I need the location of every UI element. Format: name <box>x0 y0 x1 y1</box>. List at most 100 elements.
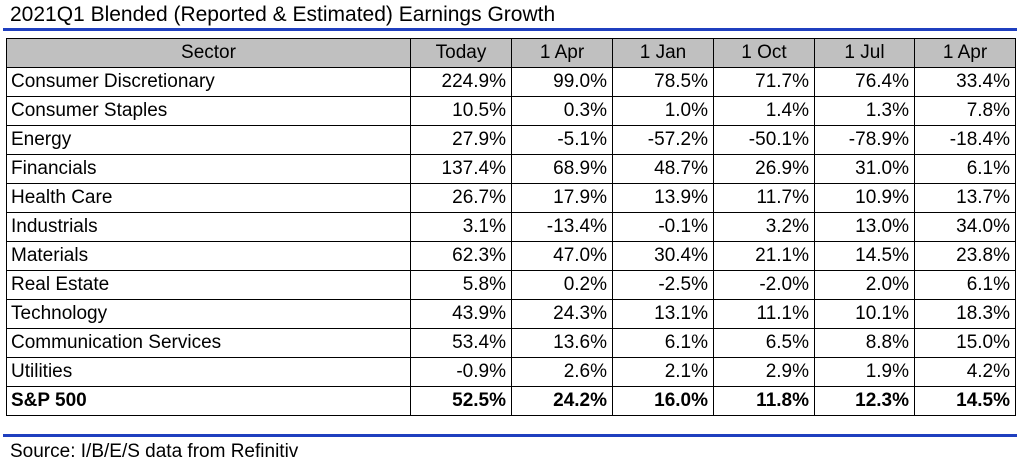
value-cell: 10.5% <box>410 96 512 126</box>
column-header-1-jan: 1 Jan <box>612 38 714 68</box>
value-cell: -50.1% <box>713 125 815 155</box>
value-cell: 43.9% <box>410 299 512 329</box>
title-underline-rule <box>3 28 1017 31</box>
column-header-1-apr-prior: 1 Apr <box>914 38 1016 68</box>
column-header-1-apr: 1 Apr <box>511 38 613 68</box>
value-cell: 24.2% <box>511 386 613 416</box>
table-row: Communication Services 53.4% 13.6% 6.1% 6.5%… <box>6 328 1016 358</box>
table-row-total: S&P 500 52.5% 24.2% 16.0% 11.8% 12.3% 14… <box>6 386 1016 416</box>
value-cell: -13.4% <box>511 212 613 242</box>
sector-cell: Real Estate <box>6 270 411 300</box>
column-header-1-jul: 1 Jul <box>814 38 915 68</box>
value-cell: -5.1% <box>511 125 613 155</box>
table-row: Energy 27.9% -5.1% -57.2% -50.1% -78.9% -18.4% <box>6 125 1016 155</box>
sector-cell: S&P 500 <box>6 386 411 416</box>
value-cell: 76.4% <box>814 67 915 97</box>
value-cell: 68.9% <box>511 154 613 184</box>
column-header-today: Today <box>410 38 512 68</box>
sector-cell: Industrials <box>6 212 411 242</box>
value-cell: 99.0% <box>511 67 613 97</box>
table-row: Health Care 26.7% 17.9% 13.9% 11.7% 10.9% 13.7… <box>6 183 1016 213</box>
value-cell: 13.6% <box>511 328 613 358</box>
table-row: Utilities -0.9% 2.6% 2.1% 2.9% 1.9% 4.2% <box>6 357 1016 387</box>
sector-cell: Materials <box>6 241 411 271</box>
value-cell: 0.2% <box>511 270 613 300</box>
value-cell: 17.9% <box>511 183 613 213</box>
value-cell: 11.7% <box>713 183 815 213</box>
column-header-sector: Sector <box>6 38 411 68</box>
value-cell: 18.3% <box>914 299 1016 329</box>
footer-rule <box>3 434 1017 437</box>
value-cell: 2.6% <box>511 357 613 387</box>
value-cell: 62.3% <box>410 241 512 271</box>
value-cell: 6.1% <box>914 154 1016 184</box>
column-header-1-oct: 1 Oct <box>713 38 815 68</box>
value-cell: 12.3% <box>814 386 915 416</box>
value-cell: 48.7% <box>612 154 714 184</box>
value-cell: 13.0% <box>814 212 915 242</box>
table-header-row: Sector Today 1 Apr 1 Jan 1 Oct 1 Jul 1 A… <box>6 38 1016 68</box>
value-cell: 26.9% <box>713 154 815 184</box>
value-cell: 78.5% <box>612 67 714 97</box>
table-row: Real Estate 5.8% 0.2% -2.5% -2.0% 2.0% 6.1% <box>6 270 1016 300</box>
value-cell: 0.3% <box>511 96 613 126</box>
sector-cell: Health Care <box>6 183 411 213</box>
value-cell: 30.4% <box>612 241 714 271</box>
value-cell: 6.1% <box>914 270 1016 300</box>
value-cell: 13.1% <box>612 299 714 329</box>
value-cell: 3.2% <box>713 212 815 242</box>
value-cell: -78.9% <box>814 125 915 155</box>
value-cell: 13.7% <box>914 183 1016 213</box>
table-body: Consumer Discretionary 224.9% 99.0% 78.5% 71… <box>6 67 1016 416</box>
value-cell: 26.7% <box>410 183 512 213</box>
value-cell: -57.2% <box>612 125 714 155</box>
table-row: Materials 62.3% 47.0% 30.4% 21.1% 14.5% 23.8% <box>6 241 1016 271</box>
value-cell: 1.9% <box>814 357 915 387</box>
value-cell: 2.0% <box>814 270 915 300</box>
value-cell: 11.8% <box>713 386 815 416</box>
value-cell: 3.1% <box>410 212 512 242</box>
value-cell: 1.3% <box>814 96 915 126</box>
value-cell: 15.0% <box>914 328 1016 358</box>
value-cell: -0.9% <box>410 357 512 387</box>
table-row: Consumer Staples 10.5% 0.3% 1.0% 1.4% 1.3% 7.8… <box>6 96 1016 126</box>
earnings-growth-table: Sector Today 1 Apr 1 Jan 1 Oct 1 Jul 1 A… <box>6 38 1016 416</box>
value-cell: 13.9% <box>612 183 714 213</box>
sector-cell: Communication Services <box>6 328 411 358</box>
sector-cell: Utilities <box>6 357 411 387</box>
value-cell: 52.5% <box>410 386 512 416</box>
page-title: 2021Q1 Blended (Reported & Estimated) Ea… <box>10 3 556 26</box>
value-cell: 27.9% <box>410 125 512 155</box>
value-cell: 224.9% <box>410 67 512 97</box>
sector-cell: Technology <box>6 299 411 329</box>
value-cell: 31.0% <box>814 154 915 184</box>
sector-cell: Financials <box>6 154 411 184</box>
value-cell: 11.1% <box>713 299 815 329</box>
table-row: Technology 43.9% 24.3% 13.1% 11.1% 10.1% 18.3% <box>6 299 1016 329</box>
sector-cell: Consumer Discretionary <box>6 67 411 97</box>
value-cell: -2.0% <box>713 270 815 300</box>
value-cell: 53.4% <box>410 328 512 358</box>
value-cell: 137.4% <box>410 154 512 184</box>
value-cell: -0.1% <box>612 212 714 242</box>
value-cell: 2.1% <box>612 357 714 387</box>
table-row: Consumer Discretionary 224.9% 99.0% 78.5% 71… <box>6 67 1016 97</box>
value-cell: 33.4% <box>914 67 1016 97</box>
value-cell: 10.9% <box>814 183 915 213</box>
value-cell: 2.9% <box>713 357 815 387</box>
value-cell: -2.5% <box>612 270 714 300</box>
value-cell: 5.8% <box>410 270 512 300</box>
value-cell: 6.1% <box>612 328 714 358</box>
value-cell: 1.0% <box>612 96 714 126</box>
value-cell: 1.4% <box>713 96 815 126</box>
value-cell: 14.5% <box>914 386 1016 416</box>
table-row: Financials 137.4% 68.9% 48.7% 26.9% 31.0% 6.1% <box>6 154 1016 184</box>
value-cell: 10.1% <box>814 299 915 329</box>
sector-cell: Energy <box>6 125 411 155</box>
value-cell: 7.8% <box>914 96 1016 126</box>
value-cell: -18.4% <box>914 125 1016 155</box>
value-cell: 6.5% <box>713 328 815 358</box>
value-cell: 24.3% <box>511 299 613 329</box>
value-cell: 23.8% <box>914 241 1016 271</box>
source-note: Source: I/B/E/S data from Refinitiv <box>10 441 299 462</box>
